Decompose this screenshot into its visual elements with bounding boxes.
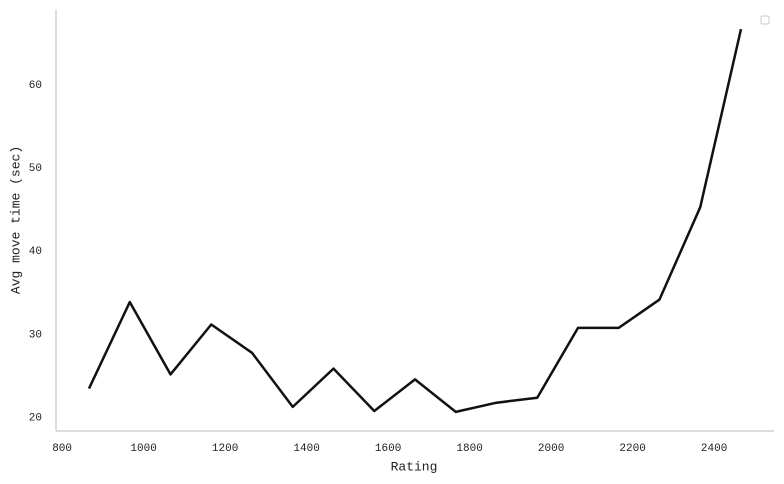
x-tick-label: 2400 bbox=[701, 443, 727, 455]
line-series bbox=[87, 28, 743, 414]
x-axis-label: Rating bbox=[391, 459, 438, 474]
legend-box bbox=[760, 15, 770, 25]
y-tick-label: 40 bbox=[29, 246, 42, 258]
y-tick-label: 60 bbox=[29, 80, 42, 92]
x-tick-label: 2000 bbox=[538, 443, 564, 455]
y-tick-label: 50 bbox=[29, 163, 42, 175]
y-tick-label: 20 bbox=[29, 413, 42, 425]
x-tick-label: 800 bbox=[52, 443, 72, 455]
x-tick-label: 1000 bbox=[130, 443, 156, 455]
x-tick-label: 1400 bbox=[293, 443, 319, 455]
x-tick-label: 1600 bbox=[375, 443, 401, 455]
y-tick-label: 30 bbox=[29, 329, 42, 341]
x-tick-label: 1800 bbox=[456, 443, 482, 455]
x-tick-label: 2200 bbox=[619, 443, 645, 455]
x-tick-label: 1200 bbox=[212, 443, 238, 455]
y-axis-label: Avg move time (sec) bbox=[8, 146, 23, 294]
